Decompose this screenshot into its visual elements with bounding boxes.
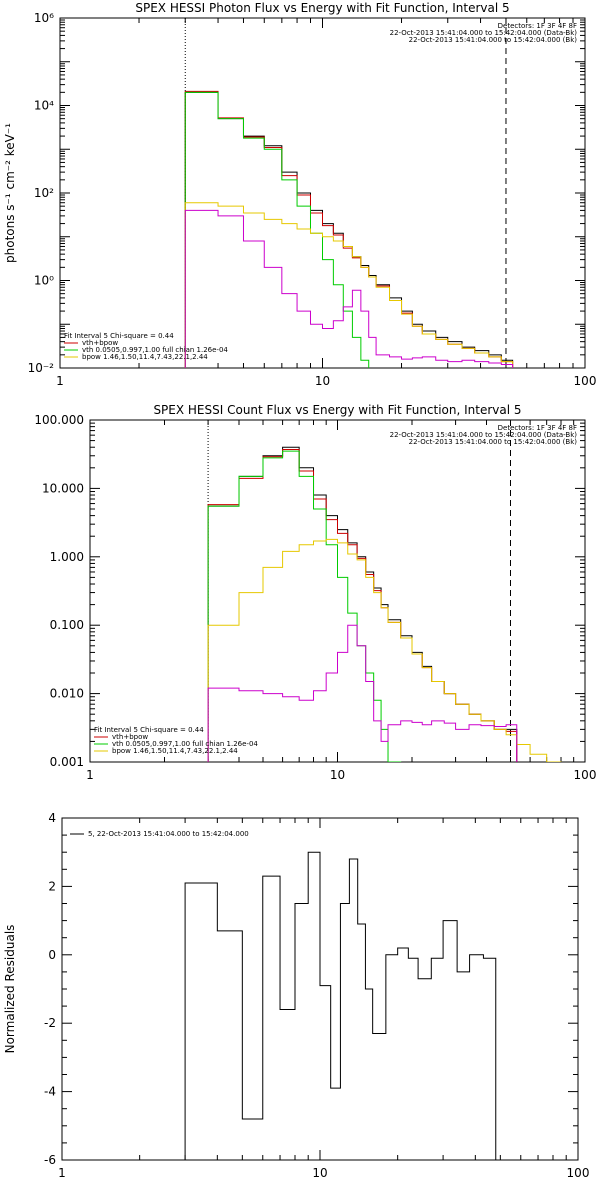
chart-panel-3: 1 10 100 -6 -4 -2 0 2 4 Normalized Residuals 5, 22… (3, 811, 590, 1180)
info-right-line: 22-Oct-2013 15:41:04.000 to 15:42:04.000… (409, 438, 578, 446)
legend-entry: vth 0.0505,0.997,1.00 full chian 1.26e-0… (112, 740, 258, 748)
x-tick-label: 10 (330, 768, 345, 782)
y-axis-label: Normalized Residuals (3, 925, 17, 1054)
fit-interval-label: Fit Interval 5 Chi-square = 0.44 (94, 726, 204, 734)
y-tick-label: 1.000 (50, 550, 84, 564)
y-tick-label: -6 (44, 1153, 56, 1167)
x-tick-label: 10 (312, 1166, 327, 1180)
series-group (184, 851, 497, 1160)
info-right-line: 22-Oct-2013 15:41:04.000 to 15:42:04.000… (409, 36, 578, 44)
y-tick-label: 4 (48, 811, 56, 825)
x-tick-label: 100 (574, 374, 597, 388)
x-tick-label: 1 (86, 768, 94, 782)
legend-entry: bpow 1.46,1.50,11.4,7.43,22.1,2.44 (82, 353, 208, 361)
y-tick-label: 10.000 (42, 481, 84, 495)
legend-entry: vth+bpow (112, 733, 148, 741)
y-tick-label: -2 (44, 1016, 56, 1030)
y-tick-label: -4 (44, 1085, 56, 1099)
y-axis-label: photons s⁻¹ cm⁻² keV⁻¹ (3, 123, 17, 263)
series-vth (207, 450, 402, 762)
series-group (207, 446, 562, 762)
y-tick-label: 10⁶ (34, 11, 54, 25)
chart-title: SPEX HESSI Photon Flux vs Energy with Fi… (135, 1, 509, 15)
y-tick-label: 0.100 (50, 618, 84, 632)
x-tick-label: 100 (567, 1166, 590, 1180)
series-bpow (184, 202, 514, 368)
x-tick-label: 1 (56, 374, 64, 388)
chart-title: SPEX HESSI Count Flux vs Energy with Fit… (153, 403, 521, 417)
legend-entry: vth 0.0505,0.997,1.00 full chian 1.26e-0… (82, 346, 228, 354)
series-bk (184, 209, 514, 368)
series-residuals (184, 851, 497, 1160)
series-data (207, 446, 518, 762)
y-tick-label: 0.001 (50, 755, 84, 769)
legend-entry: bpow 1.46,1.50,11.4,7.43,22.1,2.44 (112, 747, 238, 755)
y-tick-label: 0 (48, 948, 56, 962)
y-tick-label: 2 (48, 879, 56, 893)
y-tick-label: 0.010 (50, 687, 84, 701)
y-tick-label: 10⁴ (34, 99, 54, 113)
series-bk (207, 624, 518, 762)
y-tick-label: 10⁰ (34, 274, 54, 288)
y-tick-label: 10² (34, 186, 54, 200)
info-right-line: Detectors: 1F 3F 4F 8F (498, 424, 577, 432)
series-total (207, 449, 518, 762)
y-tick-label: 100.000 (34, 413, 84, 427)
chart-panel-1: SPEX HESSI Photon Flux vs Energy with Fi… (3, 1, 597, 388)
series-bpow (207, 538, 562, 762)
chart-panel-2: SPEX HESSI Count Flux vs Energy with Fit… (34, 403, 597, 782)
info-right-line: 22-Oct-2013 15:41:04.000 to 15:42:04.000… (390, 431, 578, 439)
series-group (184, 90, 514, 368)
x-tick-label: 10 (315, 374, 330, 388)
x-tick-label: 100 (574, 768, 597, 782)
legend-entry: 5, 22-Oct-2013 15:41:04.000 to 15:42:04.… (88, 830, 249, 838)
y-tick-label: 10⁻² (28, 361, 55, 375)
legend-entry: vth+bpow (82, 339, 118, 347)
x-tick-label: 1 (58, 1166, 66, 1180)
info-right-line: Detectors: 1F 3F 4F 8F (498, 22, 577, 30)
fit-interval-label: Fit Interval 5 Chi-square = 0.44 (64, 332, 174, 340)
info-right-line: 22-Oct-2013 15:41:04.000 to 15:42:04.000… (390, 29, 578, 37)
